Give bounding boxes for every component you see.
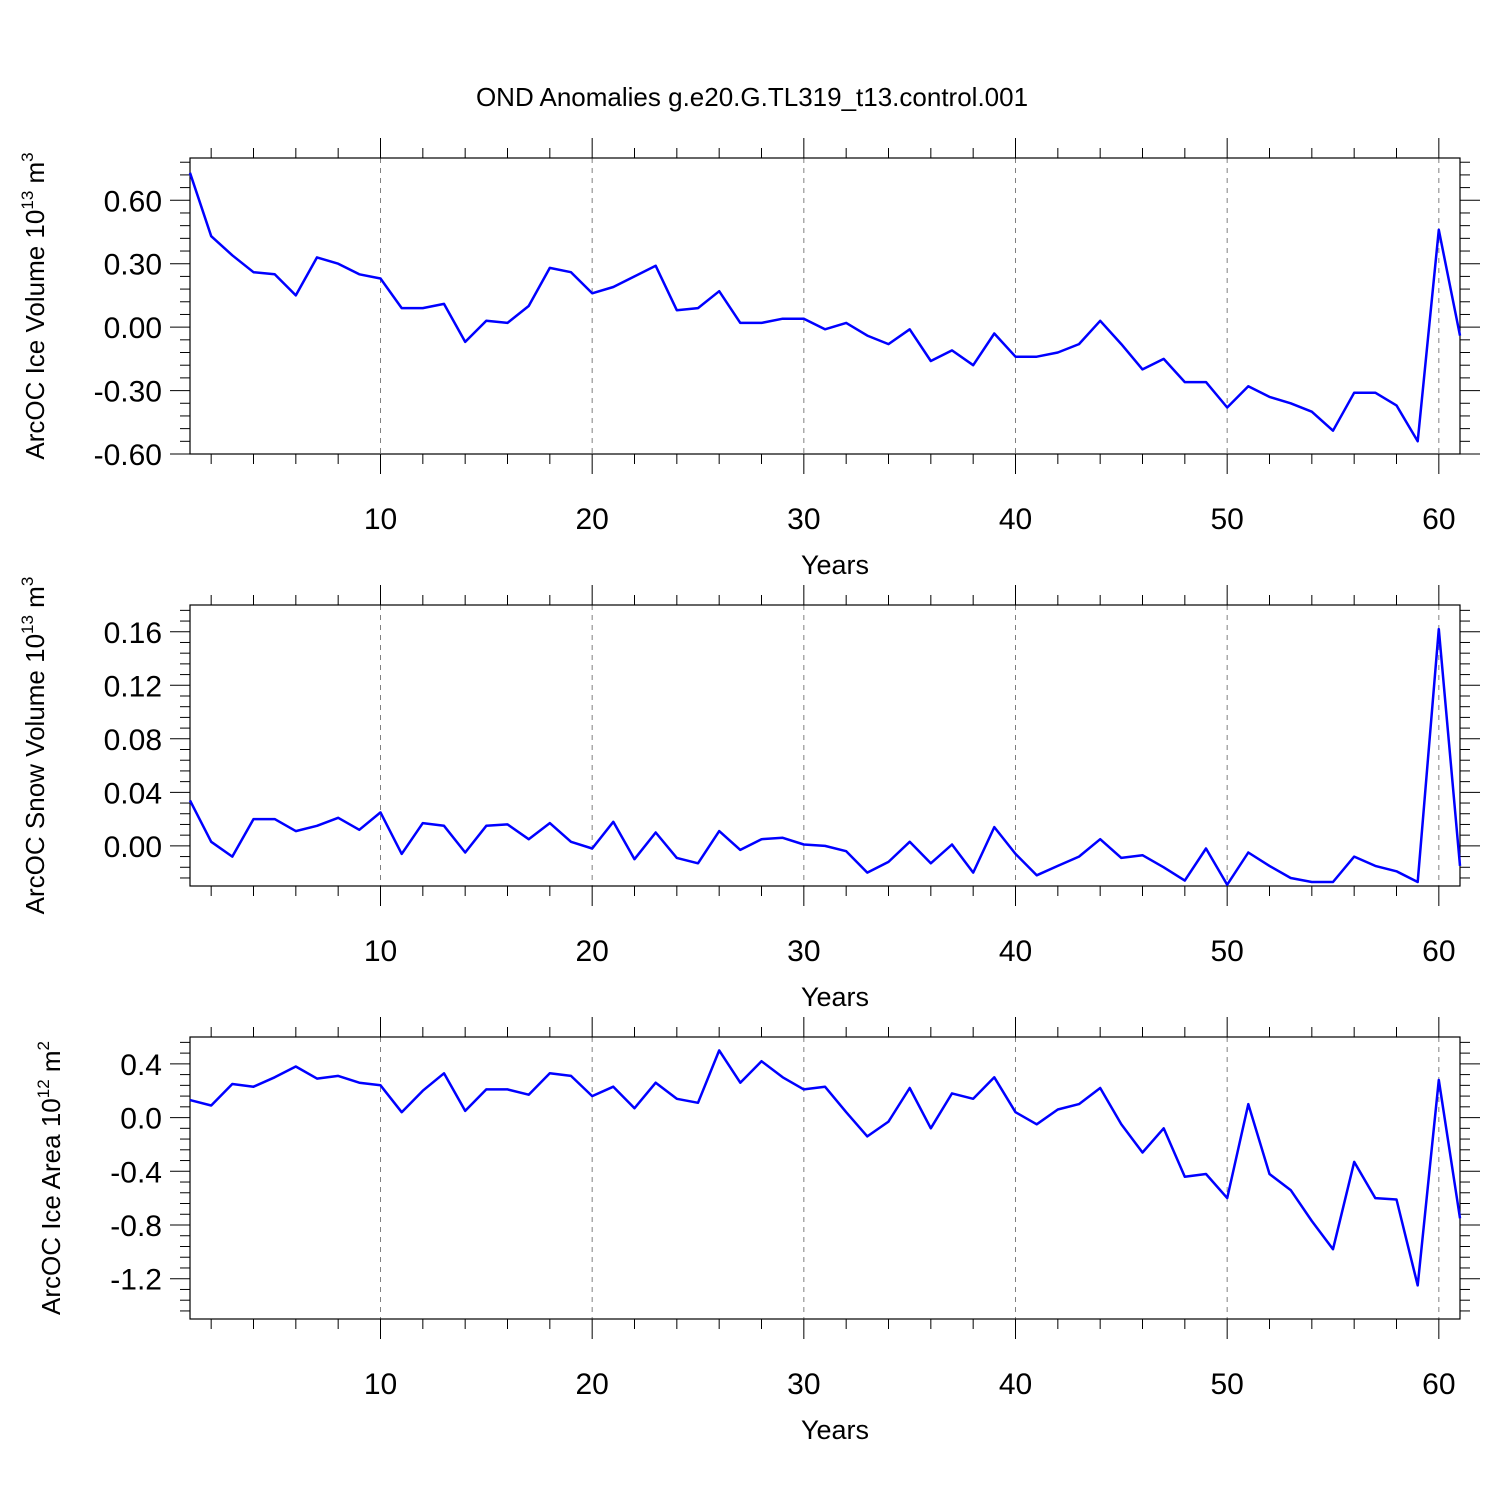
ice-volume-plot-frame [189, 157, 1461, 455]
ice-area-x-tick-label: 50 [1210, 1368, 1243, 1401]
ice-area-y-tick-label: 0.0 [120, 1103, 162, 1136]
ice-area-y-axis-label-exponent: 12 [34, 1079, 53, 1098]
snow-volume-x-tick-label: 10 [364, 935, 397, 968]
ice-volume-x-axis-label: Years [801, 550, 869, 580]
ice-volume-x-tick-label: 30 [787, 503, 820, 536]
ice-volume-x-tick-label: 60 [1422, 503, 1455, 536]
snow-volume-x-tick-label: 30 [787, 935, 820, 968]
ice-volume-series-line [188, 172, 1462, 443]
snow-volume-y-axis-label: ArcOC Snow Volume 1013 m3 [18, 577, 50, 915]
ice-volume-y-tick-label: 0.30 [104, 249, 162, 282]
ice-area-x-tick-label: 30 [787, 1368, 820, 1401]
ice-area-series-line [189, 1049, 1462, 1287]
ice-area-y-axis-label-text: ArcOC Ice Area 10 [36, 1098, 66, 1315]
snow-volume-y-axis-label-unit-exponent: 3 [18, 577, 37, 586]
ice-area-y-tick-label: 0.4 [120, 1049, 162, 1082]
ice-volume-x-tick-label: 50 [1210, 503, 1243, 536]
ice-volume-y-axis-label: ArcOC Ice Volume 1013 m3 [18, 152, 50, 459]
ice-volume-y-tick-label: 0.60 [104, 185, 162, 218]
snow-volume-y-axis-label-exponent: 13 [18, 615, 37, 634]
snow-volume-y-tick-label: 0.08 [104, 724, 162, 757]
ice-volume-y-axis-label-unit: m [20, 162, 50, 191]
snow-volume-y-tick-label: 0.04 [104, 777, 162, 810]
snow-volume-plot-frame [189, 604, 1461, 887]
ice-volume-y-tick-label: 0.00 [104, 312, 162, 345]
snow-volume-x-tick-label: 40 [999, 935, 1032, 968]
ice-volume-x-tick-label: 40 [999, 503, 1032, 536]
ice-area-x-tick-label: 10 [364, 1368, 397, 1401]
snow-volume-series-line [188, 627, 1462, 886]
ice-area-y-tick-label: -0.8 [110, 1210, 162, 1243]
snow-volume-x-tick-label: 60 [1422, 935, 1455, 968]
ice-area-x-tick-label: 40 [999, 1368, 1032, 1401]
ice-area-y-axis-label: ArcOC Ice Area 1012 m2 [34, 1041, 66, 1315]
ice-volume-panel: 10 20 30 40 50 60 -0.60 -0.30 0.00 0.30 0.60 Years A… [18, 138, 1480, 580]
snow-volume-y-axis-label-unit: m [20, 586, 50, 615]
ice-area-y-axis-label-unit: m [36, 1050, 66, 1079]
ice-volume-x-tick-label: 20 [575, 503, 608, 536]
ice-volume-x-tick-label: 10 [364, 503, 397, 536]
snow-volume-x-tick-label: 20 [575, 935, 608, 968]
ice-volume-y-axis-label-text: ArcOC Ice Volume 10 [20, 210, 50, 460]
ice-area-panel: 10 20 30 40 50 60 -1.2 -0.8 -0.4 0.0 0.4 Years ArcOC… [34, 1017, 1480, 1445]
ice-volume-y-axis-label-exponent: 13 [18, 191, 37, 210]
ice-area-y-tick-label: -0.4 [110, 1156, 162, 1189]
snow-volume-x-tick-label: 50 [1210, 935, 1243, 968]
ice-volume-y-tick-label: -0.30 [94, 376, 162, 409]
ice-area-x-tick-label: 60 [1422, 1368, 1455, 1401]
ice-area-y-tick-label: -1.2 [110, 1264, 162, 1297]
ice-volume-y-tick-label: -0.60 [94, 439, 162, 472]
snow-volume-y-axis-label-text: ArcOC Snow Volume 10 [20, 634, 50, 914]
snow-volume-y-tick-label: 0.00 [104, 831, 162, 864]
snow-volume-y-tick-label: 0.16 [104, 617, 162, 650]
ice-area-plot-frame [189, 1036, 1461, 1320]
ice-volume-y-axis-label-unit-exponent: 3 [18, 152, 37, 161]
ice-area-y-axis-label-unit-exponent: 2 [34, 1041, 53, 1050]
snow-volume-x-axis-label: Years [801, 982, 869, 1012]
snow-volume-panel: 10 20 30 40 50 60 0.00 0.04 0.08 0.12 0.16 Years Arc… [18, 577, 1480, 1012]
figure-title: OND Anomalies g.e20.G.TL319_t13.control.… [476, 82, 1028, 112]
ice-area-x-tick-label: 20 [575, 1368, 608, 1401]
snow-volume-y-tick-label: 0.12 [104, 670, 162, 703]
ice-area-x-axis-label: Years [801, 1415, 869, 1445]
